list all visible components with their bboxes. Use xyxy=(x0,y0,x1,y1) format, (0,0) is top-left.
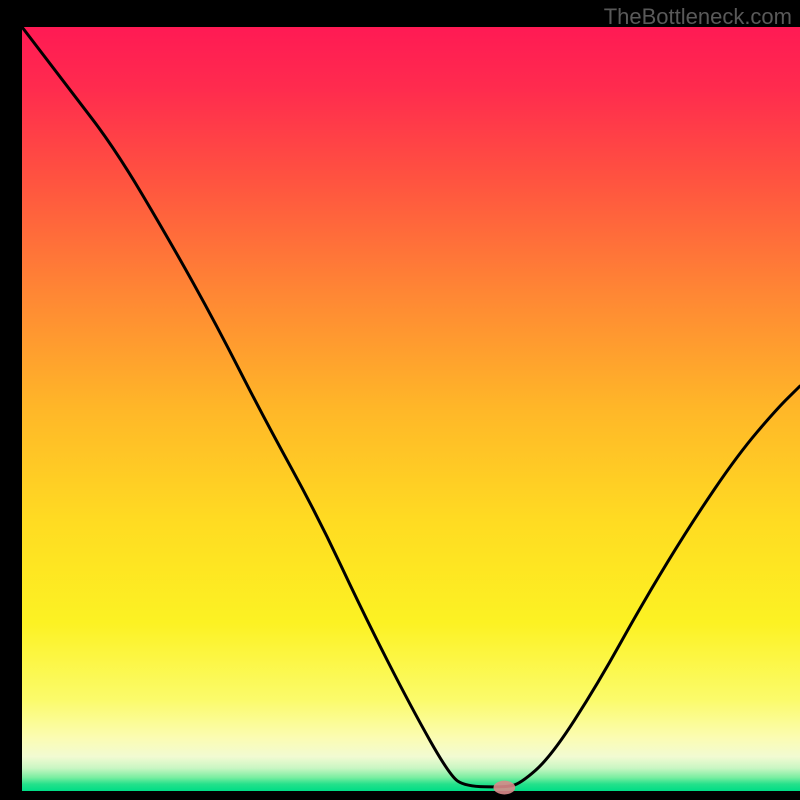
bottleneck-chart xyxy=(0,0,800,800)
optimum-marker xyxy=(493,781,515,795)
chart-container: TheBottleneck.com xyxy=(0,0,800,800)
watermark-text: TheBottleneck.com xyxy=(604,4,792,30)
plot-background xyxy=(22,27,800,791)
